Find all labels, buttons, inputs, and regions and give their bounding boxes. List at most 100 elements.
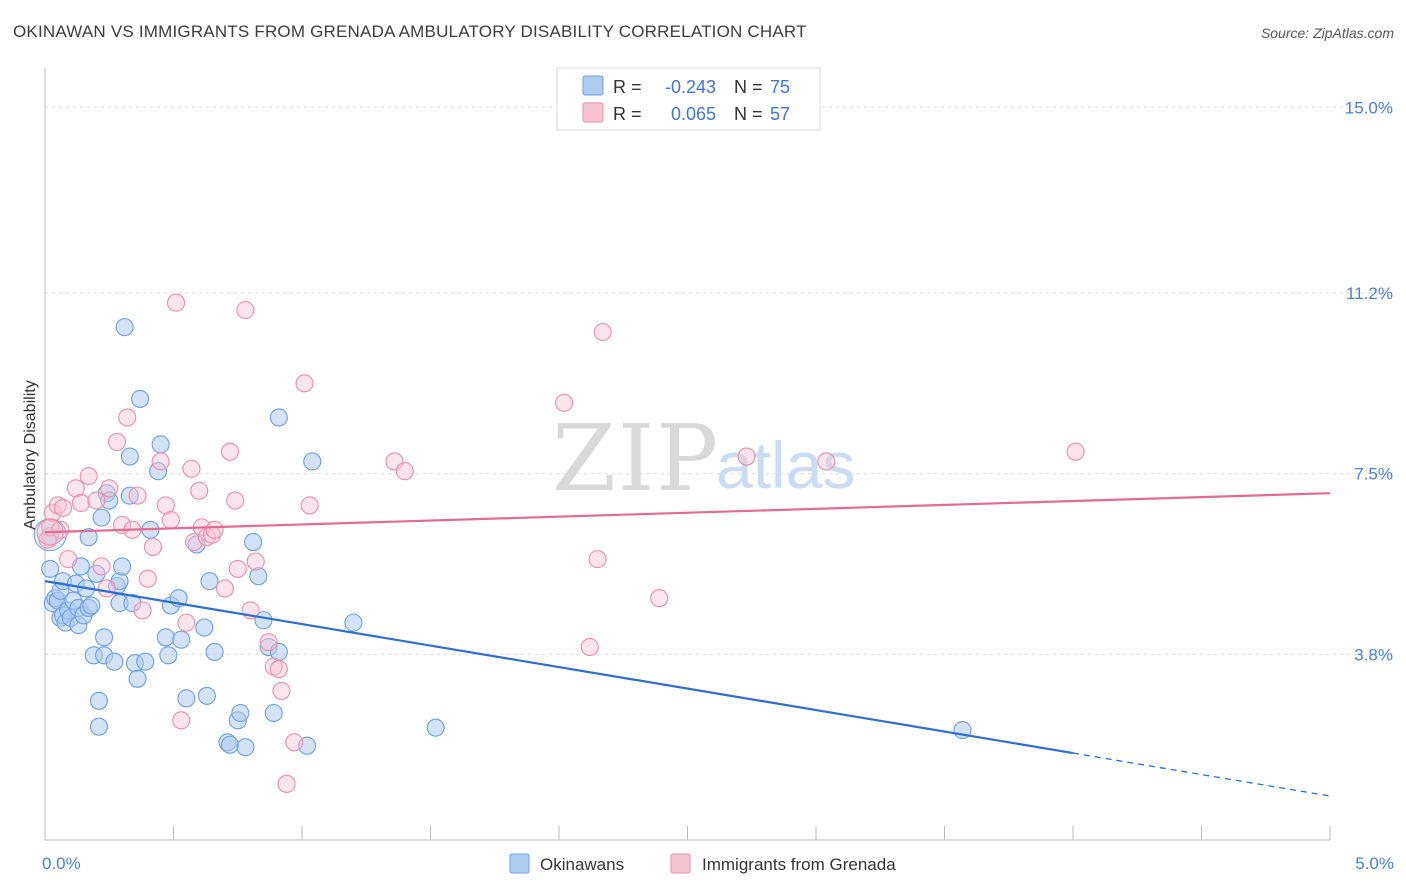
point-grenada bbox=[236, 300, 255, 320]
point-okinawans bbox=[120, 486, 139, 505]
point-grenada bbox=[285, 733, 304, 752]
point-okinawans bbox=[195, 618, 214, 637]
point-grenada bbox=[107, 432, 127, 451]
point-okinawans bbox=[236, 738, 255, 757]
point-grenada bbox=[226, 491, 245, 510]
point-grenada bbox=[395, 462, 414, 481]
point-okinawans bbox=[244, 532, 263, 552]
point-grenada bbox=[228, 559, 247, 578]
point-grenada bbox=[205, 520, 224, 539]
legend-top: R = -0.243 N = 75 R = 0.065 N = 57 bbox=[556, 67, 821, 131]
point-grenada bbox=[246, 552, 265, 571]
point-grenada bbox=[215, 579, 234, 598]
point-grenada bbox=[277, 774, 296, 793]
series-grenada bbox=[36, 293, 1085, 793]
x-tick-label-0: 0.0% bbox=[42, 854, 81, 873]
point-grenada bbox=[295, 374, 314, 393]
point-okinawans bbox=[156, 628, 175, 647]
watermark-atlas: atlas bbox=[716, 428, 855, 502]
trend-line-okinawans bbox=[44, 580, 1074, 755]
bottom-legend-swatch-grenada bbox=[670, 853, 691, 874]
y-tick-label-3: 15.0% bbox=[1345, 98, 1393, 117]
point-grenada bbox=[588, 550, 607, 569]
bottom-legend-label-okinawans: Okinawans bbox=[540, 855, 624, 874]
point-okinawans bbox=[128, 669, 147, 688]
legend-r-value-grenada: 0.065 bbox=[671, 104, 716, 124]
point-grenada bbox=[300, 496, 319, 515]
legend-r-label-grenada: R = bbox=[613, 104, 642, 124]
gridlines bbox=[45, 106, 1393, 655]
point-okinawans bbox=[89, 717, 109, 736]
y-tick-label-1: 7.5% bbox=[1354, 465, 1393, 484]
point-okinawans bbox=[79, 528, 98, 547]
point-okinawans bbox=[200, 572, 219, 591]
point-grenada bbox=[269, 659, 288, 679]
point-okinawans bbox=[82, 596, 101, 615]
point-grenada bbox=[79, 467, 98, 486]
point-grenada bbox=[259, 633, 278, 652]
point-okinawans bbox=[303, 452, 322, 471]
legend-swatch-okinawans bbox=[582, 75, 604, 96]
legend-r-label-okinawans: R = bbox=[613, 77, 642, 97]
point-grenada bbox=[167, 293, 186, 312]
point-okinawans bbox=[136, 652, 155, 671]
point-okinawans bbox=[159, 646, 178, 665]
point-grenada bbox=[737, 447, 756, 466]
point-grenada bbox=[555, 393, 574, 412]
x-tick-label-1: 5.0% bbox=[1355, 854, 1394, 873]
point-grenada bbox=[97, 579, 116, 598]
point-okinawans bbox=[151, 435, 170, 454]
bottom-legend-label-grenada: Immigrants from Grenada bbox=[702, 855, 896, 874]
watermark-zip: ZIP bbox=[552, 405, 720, 512]
legend-r-value-okinawans: -0.243 bbox=[665, 77, 716, 97]
point-grenada bbox=[593, 322, 612, 342]
trend-line-grenada bbox=[44, 492, 1331, 534]
point-grenada bbox=[1066, 442, 1085, 461]
point-grenada bbox=[92, 557, 111, 576]
point-grenada bbox=[580, 638, 599, 657]
point-okinawans bbox=[231, 703, 250, 723]
point-okinawans bbox=[344, 613, 363, 632]
source-credit: Source: ZipAtlas.com bbox=[1260, 25, 1394, 41]
point-okinawans bbox=[197, 686, 216, 705]
point-grenada bbox=[51, 520, 70, 539]
point-okinawans bbox=[41, 559, 60, 578]
point-grenada bbox=[190, 481, 209, 500]
point-okinawans bbox=[115, 318, 134, 337]
point-grenada bbox=[650, 589, 669, 608]
point-grenada bbox=[53, 498, 73, 517]
point-grenada bbox=[128, 486, 147, 505]
point-okinawans bbox=[220, 735, 240, 754]
point-okinawans bbox=[105, 652, 124, 671]
point-okinawans bbox=[123, 594, 142, 613]
point-grenada bbox=[71, 493, 91, 513]
watermark: ZIP atlas bbox=[552, 405, 855, 512]
tick-labels: 3.8% 7.5% 11.2% 15.0% 0.0% 5.0% bbox=[42, 98, 1394, 873]
point-grenada bbox=[172, 711, 191, 730]
point-grenada bbox=[272, 681, 291, 701]
point-grenada bbox=[817, 452, 836, 471]
legend-n-value-okinawans: 75 bbox=[770, 77, 790, 97]
legend-n-label-okinawans: N = bbox=[734, 77, 763, 97]
legend-n-value-grenada: 57 bbox=[770, 104, 790, 124]
point-grenada bbox=[151, 452, 170, 471]
point-grenada bbox=[182, 459, 201, 478]
point-okinawans bbox=[264, 703, 283, 723]
trend-lines bbox=[44, 492, 1331, 797]
point-okinawans bbox=[426, 718, 445, 737]
point-grenada bbox=[48, 496, 67, 515]
point-okinawans bbox=[95, 628, 114, 647]
point-grenada bbox=[143, 537, 162, 556]
point-okinawans bbox=[120, 447, 139, 466]
y-axis-label: Ambulatory Disability bbox=[22, 380, 39, 529]
point-okinawans bbox=[187, 535, 206, 554]
point-grenada bbox=[264, 657, 283, 676]
point-okinawans bbox=[131, 389, 150, 408]
point-okinawans bbox=[177, 689, 196, 708]
series-okinawans bbox=[33, 318, 972, 757]
point-grenada bbox=[133, 601, 152, 620]
point-okinawans bbox=[249, 567, 268, 586]
point-okinawans bbox=[172, 630, 191, 649]
legend-n-label-grenada: N = bbox=[734, 104, 763, 124]
